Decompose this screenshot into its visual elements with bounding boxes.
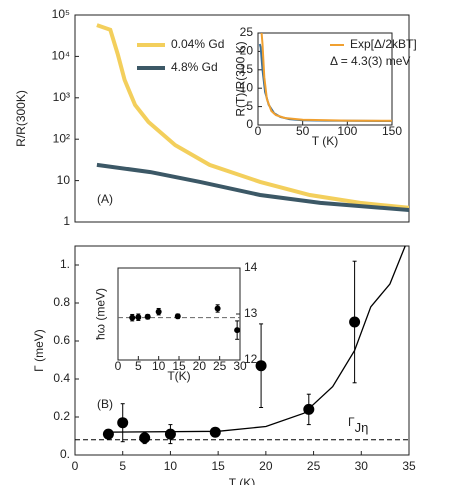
x-tick-label: 0 [72, 459, 79, 473]
data-point [209, 426, 221, 438]
y-tick-label: 0.2 [53, 409, 70, 423]
x-tick-label: 30 [355, 459, 369, 473]
y-tick-label: 14 [244, 260, 258, 274]
x-tick-label: 35 [402, 459, 416, 473]
data-point [129, 314, 136, 321]
plot-frame [74, 14, 410, 223]
y-tick-label: 20 [240, 44, 254, 58]
plot-frame [257, 32, 393, 126]
y-tick-label: 0.6 [53, 333, 70, 347]
y-axis-label: ħω (meV) [93, 288, 107, 340]
y-tick-label: 0.4 [53, 371, 70, 385]
x-tick-label: 5 [119, 459, 126, 473]
data-line [260, 33, 392, 122]
x-tick-label: 25 [213, 359, 227, 373]
y-tick-label: 0 [246, 117, 253, 131]
data-point [102, 428, 114, 440]
x-tick-label: 10 [164, 459, 178, 473]
y-tick-label: 12 [244, 352, 258, 366]
data-point [155, 308, 162, 315]
x-axis-label: T(K) [167, 369, 190, 383]
x-axis-label: T (K) [229, 476, 255, 485]
x-tick-label: 100 [337, 124, 357, 138]
y-tick-label: 1. [60, 257, 70, 271]
y-tick-label: 10 [240, 80, 254, 94]
y-tick-label: 1 [63, 214, 70, 228]
x-tick-label: 150 [382, 124, 402, 138]
y-tick-label: 25 [240, 25, 254, 39]
panel-label: (B) [97, 397, 113, 411]
x-tick-label: 15 [211, 459, 225, 473]
y-tick-label: 10⁵ [52, 7, 70, 21]
y-tick-label: 10² [53, 131, 70, 145]
y-tick-label: 15 [240, 62, 254, 76]
legend-label: 0.04% Gd [171, 37, 224, 51]
data-point [214, 305, 221, 312]
data-point [174, 313, 181, 320]
x-tick-label: 50 [296, 124, 310, 138]
y-axis-label: Γ (meV) [32, 329, 46, 372]
annotation: Δ = 4.3(3) meV [330, 54, 410, 68]
x-tick-label: 15 [172, 359, 186, 373]
baseline-label-sub: Jη [355, 420, 369, 435]
x-tick-label: 0 [115, 359, 122, 373]
y-tick-label: 10³ [53, 90, 70, 104]
y-tick-label: 10⁴ [51, 49, 70, 63]
data-point [303, 403, 315, 415]
y-tick-label: 0. [60, 447, 70, 461]
x-tick-label: 5 [135, 359, 142, 373]
x-tick-label: 10 [152, 359, 166, 373]
data-point [144, 313, 151, 320]
data-point [139, 432, 151, 444]
y-axis-label: R(T)/R(300 K) [233, 41, 247, 116]
data-line [96, 162, 409, 212]
y-tick-label: 0.8 [53, 295, 70, 309]
x-tick-label: 25 [307, 459, 321, 473]
data-point [349, 316, 361, 328]
baseline-label-main: Γ [348, 415, 355, 429]
y-tick-label: 13 [244, 306, 258, 320]
data-point [255, 360, 267, 372]
x-tick-label: 30 [233, 359, 247, 373]
y-tick-label: 5 [246, 99, 253, 113]
plot-frame [74, 245, 410, 456]
legend-label: Exp[Δ/2kBT] [350, 37, 417, 51]
x-tick-label: 20 [193, 359, 207, 373]
x-tick-label: 0 [255, 124, 262, 138]
fit-line [103, 245, 406, 433]
baseline-label: ΓJη [348, 415, 368, 435]
legend-label: 4.8% Gd [171, 60, 218, 74]
x-tick-label: 20 [259, 459, 273, 473]
x-axis-label: T (K) [312, 134, 338, 148]
data-point [117, 417, 129, 429]
y-tick-label: 10 [57, 173, 71, 187]
data-point [234, 327, 241, 334]
data-line [96, 23, 409, 210]
data-point [135, 314, 142, 321]
panel-label: (A) [97, 192, 113, 206]
y-axis-label: R/R(300K) [14, 90, 28, 147]
data-point [164, 428, 176, 440]
